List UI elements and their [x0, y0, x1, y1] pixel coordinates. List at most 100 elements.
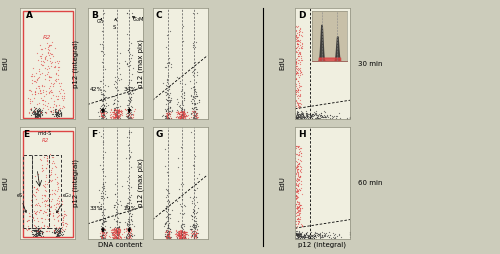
Point: [108, 230, 116, 234]
Point: [46, 74, 54, 78]
Point: [294, 46, 302, 50]
Point: [294, 90, 302, 94]
Point: [180, 229, 188, 233]
Point: [30, 114, 38, 118]
Point: [296, 146, 304, 150]
Point: [56, 112, 64, 116]
Point: [52, 113, 60, 117]
Point: [38, 216, 46, 220]
Point: [292, 218, 300, 223]
Point: [100, 75, 108, 79]
Point: [97, 78, 105, 83]
Point: [163, 230, 171, 234]
Point: [125, 148, 133, 152]
Point: [124, 222, 132, 226]
Point: [112, 117, 120, 121]
Point: [178, 232, 186, 236]
Point: [116, 233, 124, 237]
Point: [36, 110, 44, 114]
Point: [174, 100, 182, 104]
Point: [52, 230, 60, 234]
Point: [177, 235, 185, 239]
Point: [128, 236, 136, 241]
Point: [100, 184, 108, 188]
Point: [40, 211, 48, 215]
Point: [296, 161, 304, 165]
Point: [294, 195, 302, 199]
Point: [110, 111, 118, 115]
Point: [109, 236, 117, 240]
Point: [34, 232, 42, 236]
Point: [116, 51, 124, 55]
Point: [34, 77, 42, 81]
Point: [36, 113, 44, 117]
Point: [120, 234, 128, 239]
Point: [115, 224, 123, 228]
Point: [34, 91, 42, 96]
Point: [38, 71, 46, 75]
Point: [294, 183, 302, 187]
Point: [162, 234, 170, 239]
Point: [312, 115, 320, 119]
Point: [56, 114, 64, 118]
Point: [180, 112, 188, 116]
Point: [54, 229, 62, 233]
Point: [56, 106, 64, 110]
Point: [165, 199, 173, 203]
Point: [115, 228, 123, 232]
Point: [188, 106, 196, 110]
Point: [43, 58, 51, 62]
Point: [54, 181, 62, 185]
Point: [31, 228, 39, 232]
Point: [50, 229, 58, 233]
Point: [53, 232, 61, 236]
Point: [41, 99, 49, 103]
Point: [192, 115, 200, 119]
Point: [46, 52, 54, 56]
Point: [188, 227, 196, 231]
Point: [296, 231, 304, 235]
Point: [110, 231, 118, 235]
Point: [123, 235, 131, 239]
Point: [192, 114, 200, 118]
Point: [110, 205, 118, 209]
Point: [292, 233, 300, 237]
Point: [100, 98, 108, 102]
Point: [98, 233, 106, 237]
Point: [35, 109, 43, 113]
Point: [112, 109, 120, 113]
Point: [60, 94, 68, 98]
Point: [163, 219, 171, 223]
Point: [311, 234, 319, 239]
Point: [312, 231, 320, 235]
Point: [314, 234, 322, 238]
Point: [178, 236, 186, 241]
Point: [122, 114, 130, 118]
Point: [114, 112, 122, 116]
Point: [164, 229, 172, 233]
Point: [180, 230, 188, 234]
Point: [30, 79, 38, 83]
Point: [178, 229, 186, 233]
Point: [166, 100, 174, 104]
Point: [294, 152, 302, 156]
Point: [166, 105, 174, 109]
Point: [292, 62, 300, 67]
Point: [114, 231, 122, 235]
Point: [174, 232, 182, 236]
Point: [292, 145, 300, 149]
Point: [32, 233, 40, 237]
Point: [164, 219, 172, 224]
Point: [293, 206, 301, 210]
Point: [114, 117, 122, 121]
Point: [180, 114, 188, 118]
Point: [122, 156, 130, 160]
Point: [318, 114, 326, 118]
Point: [111, 107, 119, 111]
Point: [192, 113, 200, 117]
Point: [180, 110, 188, 114]
Point: [128, 53, 136, 57]
Point: [294, 114, 302, 118]
Point: [292, 38, 300, 42]
Point: [102, 231, 110, 235]
